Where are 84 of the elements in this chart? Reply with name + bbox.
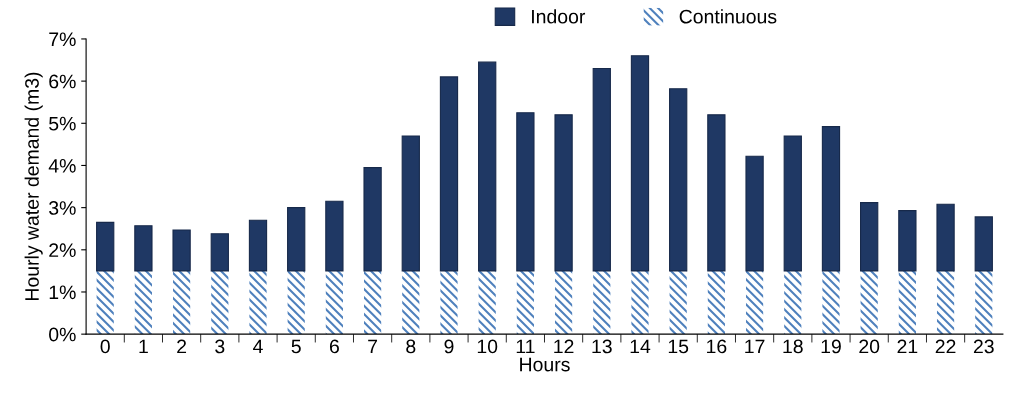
x-tick-label: 11 — [516, 339, 535, 354]
bar — [287, 270, 305, 335]
bar — [134, 270, 152, 335]
x-tick-label: 0 — [100, 339, 110, 354]
bar — [631, 270, 649, 335]
bar — [210, 233, 229, 272]
x-tick-label: 1 — [139, 339, 148, 354]
legend-label: Indoor — [532, 9, 586, 24]
x-tick-label: 6 — [329, 339, 339, 354]
x-tick-label: 17 — [745, 339, 765, 354]
bar — [936, 203, 955, 272]
bar — [554, 270, 573, 335]
bar — [249, 270, 267, 335]
bar — [784, 270, 802, 335]
x-tick-label: 9 — [444, 339, 454, 354]
x-tick-label: 18 — [783, 339, 803, 354]
bar — [860, 270, 878, 335]
x-tick-label: 16 — [707, 339, 727, 354]
bar — [439, 76, 459, 272]
bar — [211, 270, 229, 335]
y-tick-label: 3% — [49, 201, 76, 215]
bar — [401, 135, 420, 272]
bar — [707, 270, 725, 335]
x-tick-label: 7 — [368, 339, 378, 354]
bar — [402, 270, 420, 335]
x-tick-label: 8 — [406, 339, 416, 354]
bar — [822, 270, 840, 335]
x-tick-label: 10 — [477, 339, 498, 354]
y-tick-label: 5% — [49, 116, 76, 131]
x-tick-label: 15 — [668, 339, 689, 354]
bar — [593, 270, 611, 335]
bar — [936, 270, 955, 335]
bar — [134, 225, 153, 272]
legend-label: Continuous — [679, 9, 777, 24]
bar — [516, 112, 535, 272]
bar — [630, 55, 650, 272]
bar — [325, 270, 343, 335]
y-tick-label: 4% — [48, 159, 76, 173]
y-tick-label: 0% — [49, 327, 76, 342]
y-tick-label: 6% — [49, 74, 76, 89]
x-tick-label: 2 — [177, 339, 187, 354]
bar — [287, 207, 306, 272]
x-tick-label: 22 — [935, 339, 956, 354]
bar — [783, 135, 802, 272]
bar — [821, 126, 841, 272]
x-tick-label: 14 — [630, 339, 651, 354]
x-tick-label: 20 — [859, 339, 880, 354]
bar — [478, 61, 497, 272]
bar — [440, 270, 458, 335]
bar — [248, 219, 268, 272]
x-tick-label: 5 — [291, 339, 301, 354]
x-tick-label: 13 — [592, 339, 612, 354]
bar — [96, 270, 114, 335]
bar — [96, 221, 115, 272]
bar — [669, 88, 688, 272]
bar — [173, 270, 191, 335]
bar — [592, 67, 611, 272]
x-tick-label: 3 — [215, 339, 225, 354]
y-tick-label: 7% — [49, 32, 76, 47]
bar — [363, 167, 382, 272]
bar — [516, 270, 534, 335]
bar — [745, 270, 764, 335]
x-tick-label: 23 — [973, 339, 994, 354]
bar — [172, 229, 191, 272]
bar — [364, 270, 382, 335]
bar — [325, 200, 344, 272]
bar — [898, 270, 916, 335]
x-tick-label: 4 — [253, 339, 263, 354]
y-axis-title: Hourly water demand (m3) — [24, 72, 43, 301]
bar — [974, 216, 993, 272]
x-tick-label: 19 — [821, 339, 841, 354]
bar — [554, 114, 573, 272]
bar — [898, 210, 917, 272]
bar — [478, 270, 496, 335]
x-tick-label: 12 — [554, 339, 574, 354]
bar — [860, 202, 879, 272]
bar — [669, 270, 687, 335]
bar — [975, 270, 993, 335]
y-tick-label: 1% — [49, 285, 76, 300]
x-tick-label: 21 — [897, 339, 918, 354]
y-tick-label: 2% — [49, 243, 76, 257]
bar — [745, 155, 764, 272]
x-axis-title: Hours — [520, 357, 570, 372]
bar — [707, 114, 726, 272]
